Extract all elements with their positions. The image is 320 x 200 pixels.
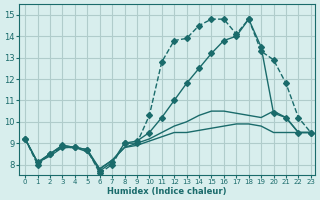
X-axis label: Humidex (Indice chaleur): Humidex (Indice chaleur) (107, 187, 227, 196)
